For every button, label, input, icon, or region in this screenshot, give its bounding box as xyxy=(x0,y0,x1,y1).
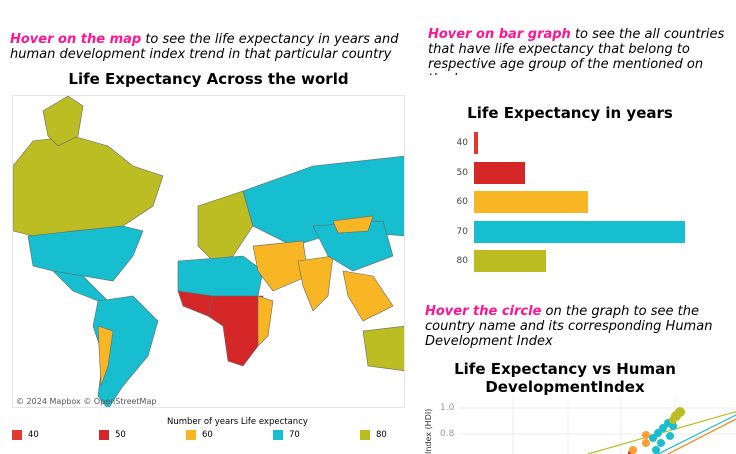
legend-swatch xyxy=(99,430,109,440)
legend-swatch xyxy=(360,430,370,440)
points-70 xyxy=(649,419,677,454)
scatter-hint-highlight: Hover the circle xyxy=(425,304,542,319)
region-australia xyxy=(362,325,404,372)
legend-label: 40 xyxy=(28,430,39,440)
trend-70 xyxy=(657,414,736,454)
legend-label: 80 xyxy=(376,430,387,440)
legend-label: 60 xyxy=(202,430,213,440)
points-80 xyxy=(669,407,685,424)
legend-item-40[interactable]: 40 xyxy=(12,430,39,440)
bar-label-50: 50 xyxy=(456,167,468,178)
region-india xyxy=(297,255,334,312)
legend-item-80[interactable]: 80 xyxy=(360,430,387,440)
ytick: 1.0 xyxy=(440,403,455,413)
bar-50[interactable] xyxy=(474,161,525,184)
point-60 xyxy=(642,431,650,439)
region-usa xyxy=(27,225,144,282)
bar-70[interactable] xyxy=(474,220,685,243)
point-60 xyxy=(629,446,637,454)
region-europe xyxy=(197,190,254,262)
region-middle-east xyxy=(252,240,309,292)
scatter-hint: Hover the circle on the graph to see the… xyxy=(425,304,725,349)
region-canada xyxy=(13,135,164,237)
bar-label-70: 70 xyxy=(456,226,468,237)
region-south-america xyxy=(92,295,159,407)
region-central-africa xyxy=(207,295,264,367)
ytick: 0.8 xyxy=(440,429,455,439)
region-east-africa xyxy=(257,295,274,347)
bar-40[interactable] xyxy=(474,132,479,154)
legend-item-70[interactable]: 70 xyxy=(273,430,300,440)
legend-swatch xyxy=(12,430,22,440)
legend-item-50[interactable]: 50 xyxy=(99,430,126,440)
bar-label-40: 40 xyxy=(456,138,468,148)
world-map[interactable]: © 2024 Mapbox © OpenStreetMap xyxy=(12,95,405,408)
scatter-hint-text: on the graph to see the country name and… xyxy=(425,304,713,349)
legend-item-60[interactable]: 60 xyxy=(186,430,213,440)
bar-hint-highlight: Hover on bar graph xyxy=(428,27,571,42)
trend-80 xyxy=(587,410,736,454)
region-south-america-2 xyxy=(97,325,114,387)
legend-swatch xyxy=(186,430,196,440)
bar-title: Life Expectancy in years xyxy=(467,104,673,122)
bar-label-60: 60 xyxy=(456,197,468,207)
region-southeast-asia xyxy=(342,270,394,322)
map-hint: Hover on the map to see the life expecta… xyxy=(10,32,410,62)
scatter-ylabel: Index (HDI) xyxy=(424,408,433,454)
bar-hint: Hover on bar graph to see the all countr… xyxy=(428,27,728,75)
legend-title: Number of years Life expectancy xyxy=(167,417,308,427)
legend-label: 50 xyxy=(115,430,126,440)
map-title: Life Expectancy Across the world xyxy=(68,70,349,88)
legend-label: 70 xyxy=(289,430,300,440)
bar-80[interactable] xyxy=(474,250,546,272)
bar-hint-text: to see the all countries that have life … xyxy=(428,27,725,75)
map-hint-text: to see the life expectancy in years and … xyxy=(10,32,399,62)
bar-chart: 40 50 60 70 80 xyxy=(448,130,728,280)
bar-60[interactable] xyxy=(474,191,588,213)
map-credit: © 2024 Mapbox © OpenStreetMap xyxy=(16,397,157,406)
point-60 xyxy=(642,439,650,447)
scatter-chart[interactable]: Index (HDI) 1.0 0.8 xyxy=(420,398,736,454)
legend-swatch xyxy=(273,430,283,440)
scatter-plot xyxy=(458,398,736,454)
trend-60 xyxy=(667,418,736,454)
bar-label-80: 80 xyxy=(456,256,468,266)
map-hint-highlight: Hover on the map xyxy=(10,32,142,47)
region-mongolia xyxy=(332,215,374,234)
scatter-title: Life Expectancy vs Human DevelopmentInde… xyxy=(454,360,676,396)
map-svg xyxy=(13,96,404,407)
region-greenland xyxy=(42,96,84,147)
